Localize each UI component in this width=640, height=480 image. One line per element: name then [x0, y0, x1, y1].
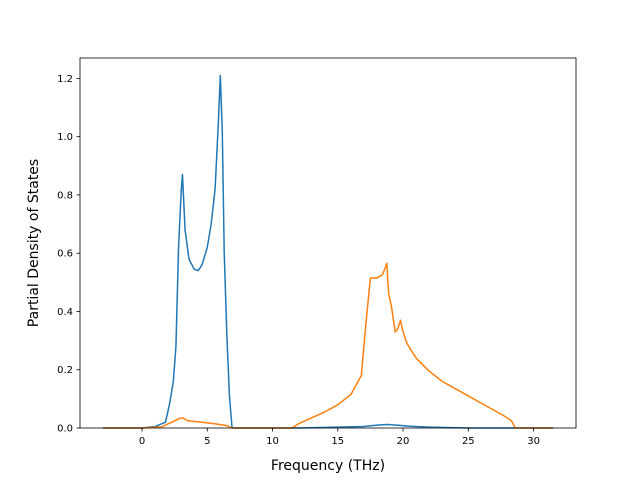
series-line-1 — [102, 262, 554, 429]
x-tick-label: 15 — [331, 436, 344, 447]
series-layer — [102, 74, 554, 429]
y-tick-label: 1.0 — [57, 132, 73, 143]
x-tick-label: 25 — [462, 436, 475, 447]
y-tick-label: 0.4 — [57, 307, 73, 318]
series-line-0 — [102, 74, 554, 429]
y-tick-label: 1.2 — [57, 74, 73, 85]
y-axis-label: Partial Density of States — [26, 159, 42, 327]
x-axis-label: Frequency (THz) — [271, 458, 385, 474]
y-axis-ticks: 0.0 0.2 0.4 0.6 0.8 1.0 1.2 — [57, 74, 80, 435]
x-tick-label: 10 — [266, 436, 279, 447]
plot-frame — [79, 57, 577, 429]
plot-area — [80, 58, 576, 428]
x-tick-label: 20 — [397, 436, 410, 447]
x-tick-label: 0 — [139, 436, 145, 447]
y-tick-label: 0.6 — [57, 249, 73, 260]
x-axis-ticks: 0 5 10 15 20 25 30 — [139, 428, 540, 447]
x-tick-label: 5 — [204, 436, 210, 447]
y-tick-label: 0.0 — [57, 424, 73, 435]
y-tick-label: 0.2 — [57, 365, 73, 376]
x-tick-label: 30 — [527, 436, 540, 447]
y-tick-label: 0.8 — [57, 190, 73, 201]
